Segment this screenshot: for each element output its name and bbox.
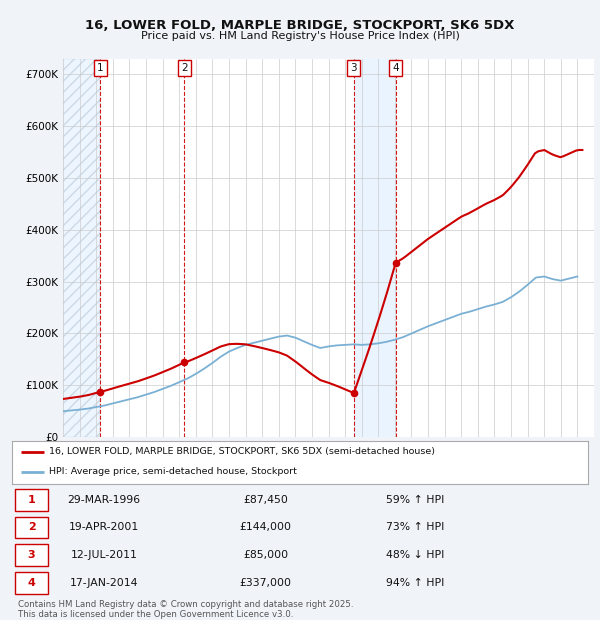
FancyBboxPatch shape bbox=[15, 489, 48, 511]
Text: 2: 2 bbox=[181, 63, 187, 73]
Text: 3: 3 bbox=[350, 63, 357, 73]
FancyBboxPatch shape bbox=[15, 516, 48, 538]
Text: £144,000: £144,000 bbox=[239, 523, 292, 533]
Text: Contains HM Land Registry data © Crown copyright and database right 2025.
This d: Contains HM Land Registry data © Crown c… bbox=[18, 600, 353, 619]
Text: 59% ↑ HPI: 59% ↑ HPI bbox=[386, 495, 445, 505]
Text: 17-JAN-2014: 17-JAN-2014 bbox=[70, 578, 139, 588]
Text: 16, LOWER FOLD, MARPLE BRIDGE, STOCKPORT, SK6 5DX (semi-detached house): 16, LOWER FOLD, MARPLE BRIDGE, STOCKPORT… bbox=[49, 448, 436, 456]
FancyBboxPatch shape bbox=[15, 544, 48, 566]
Bar bbox=[63, 59, 100, 437]
Text: 29-MAR-1996: 29-MAR-1996 bbox=[68, 495, 141, 505]
Text: 1: 1 bbox=[97, 63, 103, 73]
FancyBboxPatch shape bbox=[15, 572, 48, 593]
Text: £337,000: £337,000 bbox=[239, 578, 292, 588]
Text: Price paid vs. HM Land Registry's House Price Index (HPI): Price paid vs. HM Land Registry's House … bbox=[140, 31, 460, 41]
Text: £87,450: £87,450 bbox=[243, 495, 288, 505]
Text: £85,000: £85,000 bbox=[243, 550, 288, 560]
Text: 3: 3 bbox=[28, 550, 35, 560]
Text: 12-JUL-2011: 12-JUL-2011 bbox=[71, 550, 137, 560]
Text: 1: 1 bbox=[28, 495, 35, 505]
Text: 48% ↓ HPI: 48% ↓ HPI bbox=[386, 550, 445, 560]
Bar bbox=[354, 59, 396, 437]
Text: 4: 4 bbox=[28, 578, 35, 588]
Text: 94% ↑ HPI: 94% ↑ HPI bbox=[386, 578, 445, 588]
Text: HPI: Average price, semi-detached house, Stockport: HPI: Average price, semi-detached house,… bbox=[49, 467, 298, 476]
Text: 19-APR-2001: 19-APR-2001 bbox=[69, 523, 139, 533]
Text: 73% ↑ HPI: 73% ↑ HPI bbox=[386, 523, 445, 533]
Text: 16, LOWER FOLD, MARPLE BRIDGE, STOCKPORT, SK6 5DX: 16, LOWER FOLD, MARPLE BRIDGE, STOCKPORT… bbox=[85, 19, 515, 32]
Text: 4: 4 bbox=[392, 63, 399, 73]
Text: 2: 2 bbox=[28, 523, 35, 533]
